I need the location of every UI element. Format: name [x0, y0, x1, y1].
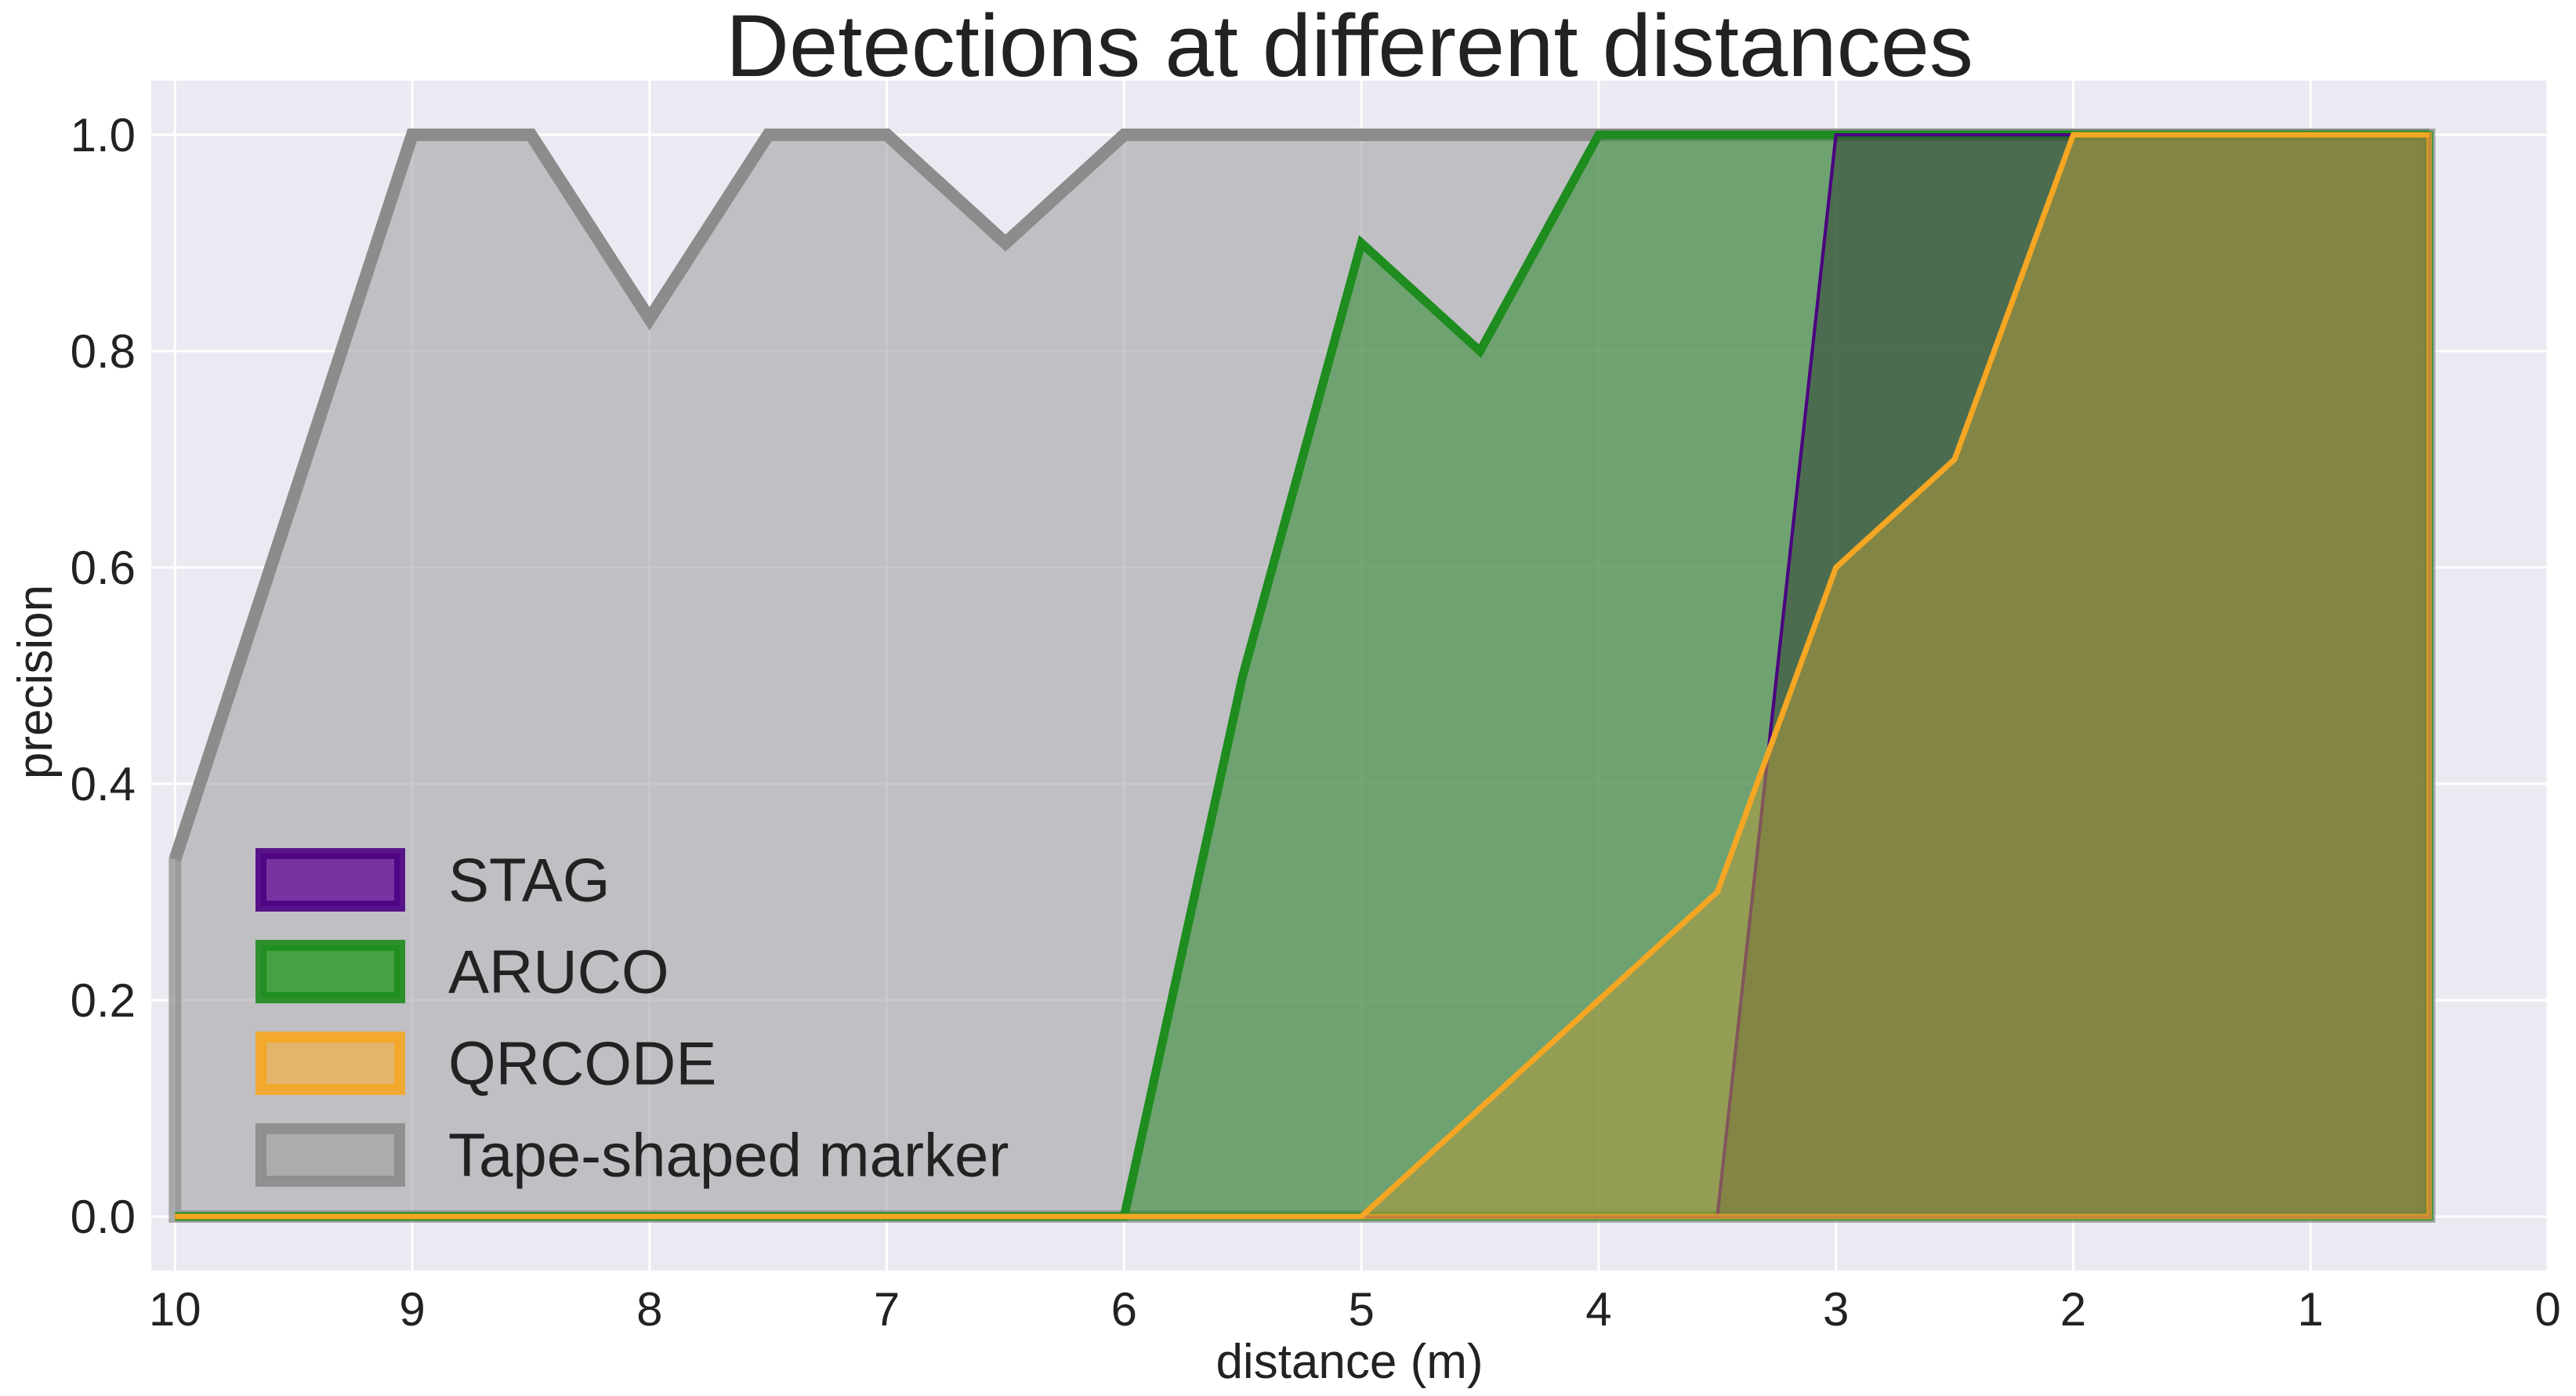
legend-label-aruco: ARUCO: [448, 937, 669, 1006]
y-tick-label: 0.8: [71, 325, 136, 378]
x-tick-label: 8: [636, 1283, 662, 1336]
x-tick-label: 10: [149, 1283, 201, 1336]
legend-label-stag: STAG: [448, 846, 610, 915]
legend-swatch-qrcode: [255, 1032, 405, 1095]
x-tick-label: 1: [2298, 1283, 2324, 1336]
chart-title: Detections at different distances: [726, 0, 1973, 95]
legend-label-qrcode: QRCODE: [448, 1029, 716, 1098]
legend-entry-aruco: ARUCO: [255, 937, 669, 1006]
legend-entry-tape-shaped-marker: Tape-shaped marker: [255, 1121, 1009, 1190]
y-tick-label: 1.0: [71, 109, 136, 161]
legend-swatch-stag: [255, 848, 405, 912]
line-qrcode: [175, 132, 2429, 1220]
y-tick-label: 0.2: [71, 974, 136, 1027]
x-axis-label: distance (m): [1216, 1335, 1483, 1389]
legend: STAG ARUCO QRCODE Tape-shaped marker: [255, 846, 1009, 1190]
series-qrcode: [175, 132, 2433, 1220]
x-tick-label: 6: [1111, 1283, 1137, 1336]
y-axis-label: precision: [9, 585, 63, 779]
y-tick-label: 0.0: [71, 1191, 136, 1243]
legend-swatch-tape-shaped-marker: [255, 1123, 405, 1187]
y-tick-label: 0.6: [71, 542, 136, 594]
x-tick-label: 5: [1348, 1283, 1374, 1336]
x-tick-label: 4: [1585, 1283, 1611, 1336]
legend-swatch-aruco: [255, 940, 405, 1003]
x-tick-label: 9: [399, 1283, 425, 1336]
y-tick-label: 0.4: [71, 758, 136, 810]
y-axis-ticks: 0.0 0.2 0.4 0.6 0.8 1.0: [71, 109, 136, 1243]
legend-entry-qrcode: QRCODE: [255, 1029, 716, 1098]
legend-label-tape-shaped-marker: Tape-shaped marker: [448, 1121, 1009, 1190]
x-tick-label: 7: [874, 1283, 900, 1336]
x-tick-label: 2: [2060, 1283, 2086, 1336]
x-tick-label: 3: [1823, 1283, 1849, 1336]
x-axis-ticks: 10 9 8 7 6 5 4 3 2 1 0: [149, 1283, 2561, 1336]
legend-entry-stag: STAG: [255, 846, 610, 915]
series-layer: [168, 129, 2436, 1223]
x-tick-label: 0: [2534, 1283, 2560, 1336]
